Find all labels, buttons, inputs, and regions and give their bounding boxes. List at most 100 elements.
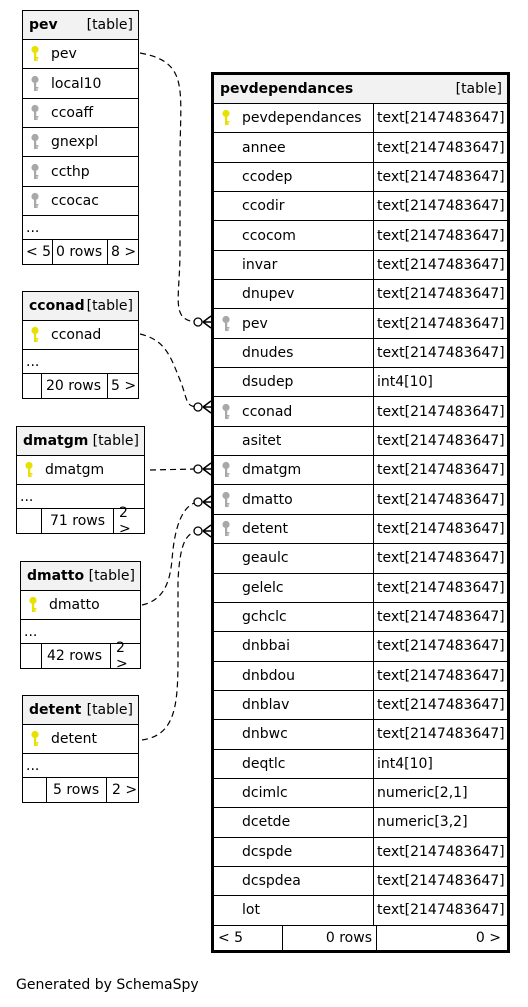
column-row[interactable]: gchclc text[2147483647] bbox=[214, 602, 507, 633]
column-name: dmatto bbox=[242, 491, 293, 508]
table-name[interactable]: detent bbox=[29, 702, 82, 718]
column-name-cell: dcetde bbox=[214, 808, 373, 836]
column-type: text[2147483647] bbox=[373, 133, 507, 162]
children-count[interactable]: 8 > bbox=[111, 244, 137, 261]
column-type: text[2147483647] bbox=[373, 309, 507, 338]
column-row[interactable]: dcetde numeric[3,2] bbox=[214, 808, 507, 838]
parents-count[interactable]: < 5 bbox=[214, 925, 283, 950]
column-row[interactable]: dnbdou text[2147483647] bbox=[214, 661, 507, 691]
parents-count[interactable] bbox=[23, 374, 42, 399]
column-list: pev local10 ccoaff gnexpl ccthp ccocac bbox=[23, 40, 138, 217]
children-count[interactable]: 0 > bbox=[475, 929, 501, 946]
column-row[interactable]: local10 bbox=[23, 69, 138, 99]
column-row[interactable]: dnupev text[2147483647] bbox=[214, 280, 507, 310]
parents-count[interactable] bbox=[17, 509, 42, 534]
children-count[interactable]: 5 > bbox=[111, 378, 137, 395]
column-row[interactable]: ccodep text[2147483647] bbox=[214, 162, 507, 193]
table-cconad[interactable]: cconad [table] cconad ... 20 rows 5 > bbox=[22, 291, 139, 400]
table-dmatgm[interactable]: dmatgm [table] dmatgm ... 71 rows 2 > bbox=[16, 426, 145, 538]
column-name: dcimlc bbox=[242, 785, 288, 802]
column-name-cell: pev bbox=[214, 309, 373, 337]
column-row[interactable]: dsudep int4[10] bbox=[214, 368, 507, 398]
table-type: [table] bbox=[86, 702, 133, 718]
column-row[interactable]: ccocom text[2147483647] bbox=[214, 221, 507, 251]
column-row[interactable]: annee text[2147483647] bbox=[214, 133, 507, 163]
column-row[interactable]: dmatto bbox=[21, 591, 140, 621]
column-row[interactable]: gnexpl bbox=[23, 128, 138, 158]
column-row[interactable]: dnbbai text[2147483647] bbox=[214, 632, 507, 662]
column-row[interactable]: dcspde text[2147483647] bbox=[214, 837, 507, 867]
children-count[interactable]: 2 > bbox=[112, 782, 138, 799]
column-row[interactable]: lot text[2147483647] bbox=[214, 896, 507, 926]
column-row[interactable]: cconad bbox=[23, 321, 138, 351]
column-name: local10 bbox=[51, 75, 102, 92]
column-name-cell: dnbdou bbox=[214, 662, 373, 690]
column-list: pevdependances text[2147483647] annee text[… bbox=[214, 104, 507, 926]
column-name: pev bbox=[51, 46, 77, 63]
children-count[interactable]: 2 > bbox=[116, 640, 128, 673]
column-row[interactable]: dmatgm bbox=[17, 456, 144, 486]
column-row[interactable]: detent text[2147483647] bbox=[214, 514, 507, 545]
column-type: text[2147483647] bbox=[373, 338, 507, 368]
column-row[interactable]: asitet text[2147483647] bbox=[214, 426, 507, 457]
parents-count[interactable]: < 5 bbox=[23, 240, 53, 265]
column-name: gchclc bbox=[242, 609, 287, 626]
column-row[interactable]: dmatto text[2147483647] bbox=[214, 485, 507, 515]
column-name: geaulc bbox=[242, 550, 289, 567]
children-count[interactable]: 2 > bbox=[119, 505, 131, 538]
parents-count[interactable] bbox=[21, 644, 42, 669]
column-row[interactable]: dnudes text[2147483647] bbox=[214, 338, 507, 369]
column-name: gelelc bbox=[242, 579, 284, 596]
table-pevdependances[interactable]: pevdependances [table] pevdependances tex… bbox=[211, 72, 510, 953]
column-row[interactable]: gelelc text[2147483647] bbox=[214, 573, 507, 603]
column-row[interactable]: geaulc text[2147483647] bbox=[214, 544, 507, 574]
table-dmatto[interactable]: dmatto [table] dmatto ... 42 rows 2 > bbox=[20, 561, 141, 673]
column-name: invar bbox=[242, 256, 278, 273]
column-name-cell: gchclc bbox=[214, 603, 373, 631]
column-row[interactable]: deqtlc int4[10] bbox=[214, 749, 507, 779]
table-pev[interactable]: pev [table] pev local10 ccoaff gnexpl ccthp c… bbox=[22, 10, 139, 266]
column-type: text[2147483647] bbox=[373, 544, 507, 573]
more-columns: ... bbox=[23, 350, 138, 375]
column-row[interactable]: invar text[2147483647] bbox=[214, 250, 507, 281]
column-row[interactable]: dcimlc numeric[2,1] bbox=[214, 778, 507, 809]
column-type: int4[10] bbox=[373, 749, 507, 778]
column-name: dmatgm bbox=[45, 462, 105, 479]
column-name: dnupev bbox=[242, 286, 295, 303]
column-row[interactable]: dcspdea text[2147483647] bbox=[214, 866, 507, 897]
column-row[interactable]: pev bbox=[23, 40, 138, 70]
more-columns: ... bbox=[23, 216, 138, 241]
primary-key-icon bbox=[21, 596, 45, 614]
table-footer: < 5 0 rows 8 > bbox=[23, 240, 138, 265]
column-name: dcspdea bbox=[242, 873, 301, 890]
column-name-cell: lot bbox=[214, 896, 373, 924]
column-row[interactable]: pev text[2147483647] bbox=[214, 309, 507, 339]
index-key-icon bbox=[214, 520, 238, 538]
column-row[interactable]: cconad text[2147483647] bbox=[214, 397, 507, 427]
column-type: text[2147483647] bbox=[373, 426, 507, 456]
table-name[interactable]: dmatto bbox=[27, 568, 85, 584]
column-row[interactable]: ccoaff bbox=[23, 99, 138, 129]
table-name[interactable]: pevdependances bbox=[220, 81, 354, 97]
column-row[interactable]: ccocac bbox=[23, 187, 138, 217]
table-footer: < 5 0 rows 0 > bbox=[214, 925, 507, 950]
column-row[interactable]: dnbwc text[2147483647] bbox=[214, 720, 507, 750]
column-row[interactable]: dmatgm text[2147483647] bbox=[214, 456, 507, 486]
index-key-icon bbox=[214, 491, 238, 509]
column-name: lot bbox=[242, 902, 260, 919]
column-row[interactable]: pevdependances text[2147483647] bbox=[214, 104, 507, 134]
column-row[interactable]: detent bbox=[23, 725, 138, 755]
index-key-icon bbox=[23, 163, 47, 181]
table-detent[interactable]: detent [table] detent ... 5 rows 2 > bbox=[22, 695, 139, 804]
parents-count[interactable] bbox=[23, 778, 47, 803]
primary-key-icon bbox=[17, 461, 41, 479]
table-name[interactable]: cconad bbox=[29, 298, 85, 314]
column-name: dnudes bbox=[242, 344, 294, 361]
column-row[interactable]: dnblav text[2147483647] bbox=[214, 690, 507, 721]
table-name[interactable]: dmatgm bbox=[23, 433, 89, 449]
column-row[interactable]: ccthp bbox=[23, 157, 138, 187]
column-row[interactable]: ccodir text[2147483647] bbox=[214, 192, 507, 222]
column-name-cell: dnbwc bbox=[214, 720, 373, 748]
table-type: [table] bbox=[86, 298, 133, 314]
table-name[interactable]: pev bbox=[29, 17, 58, 33]
